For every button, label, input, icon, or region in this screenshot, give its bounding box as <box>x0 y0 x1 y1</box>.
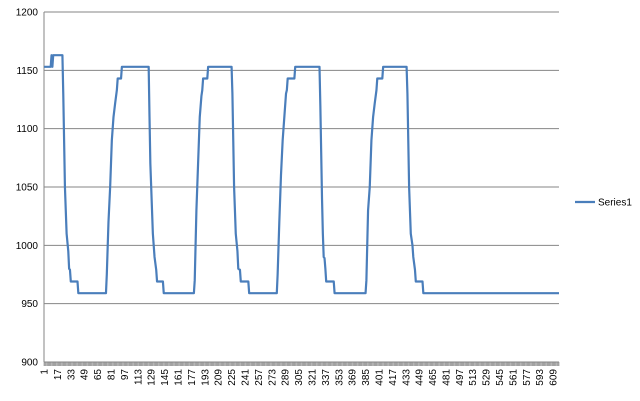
x-tick-label-353: 353 <box>334 369 345 386</box>
x-tick-label-17: 17 <box>53 369 64 381</box>
gridlines <box>44 11 559 305</box>
x-tick-label-273: 273 <box>267 369 278 386</box>
y-tick-label-1150: 1150 <box>16 66 38 77</box>
x-tick-label-449: 449 <box>415 369 426 386</box>
x-tick-label-1: 1 <box>40 369 51 375</box>
x-tick-label-433: 433 <box>401 369 412 386</box>
x-tick-label-609: 609 <box>549 369 560 386</box>
x-tick-label-481: 481 <box>441 369 452 386</box>
x-tick-label-81: 81 <box>106 369 117 381</box>
x-tick-label-561: 561 <box>508 369 519 386</box>
x-tick-label-113: 113 <box>133 369 144 385</box>
series-layer <box>44 54 559 295</box>
x-tick-label-465: 465 <box>428 369 439 386</box>
x-tick-label-193: 193 <box>200 369 211 386</box>
x-tick-label-497: 497 <box>455 369 466 386</box>
series-line-1 <box>44 54 559 295</box>
x-tick-label-369: 369 <box>348 369 359 386</box>
y-tick-label-950: 950 <box>21 299 38 310</box>
x-tick-marks <box>43 362 560 366</box>
x-tick-label-513: 513 <box>468 369 479 386</box>
x-tick-label-129: 129 <box>147 369 158 386</box>
x-tick-label-305: 305 <box>294 369 305 386</box>
x-tick-label-49: 49 <box>80 369 91 381</box>
x-tick-label-593: 593 <box>535 369 546 386</box>
x-tick-label-401: 401 <box>374 369 385 386</box>
x-tick-label-417: 417 <box>388 369 399 386</box>
x-tick-label-385: 385 <box>361 369 372 386</box>
x-tick-label-241: 241 <box>240 369 251 386</box>
legend-label-1: Series1 <box>598 198 632 209</box>
x-tick-label-545: 545 <box>495 369 506 386</box>
x-tick-label-177: 177 <box>187 369 198 386</box>
x-tick-label-337: 337 <box>321 369 332 386</box>
y-tick-label-1000: 1000 <box>16 241 39 252</box>
x-tick-label-529: 529 <box>482 369 493 386</box>
legend: Series1 <box>575 198 632 209</box>
x-tick-label-321: 321 <box>307 369 318 386</box>
x-tick-label-97: 97 <box>120 369 131 381</box>
y-tick-label-1200: 1200 <box>16 8 39 19</box>
x-tick-label-257: 257 <box>254 369 265 386</box>
y-tick-label-900: 900 <box>21 358 38 369</box>
x-tick-label-209: 209 <box>214 369 225 386</box>
x-tick-label-225: 225 <box>227 369 238 386</box>
x-tick-label-289: 289 <box>281 369 292 386</box>
x-tick-label-33: 33 <box>66 369 77 381</box>
x-tick-label-161: 161 <box>173 369 184 386</box>
x-tick-label-577: 577 <box>522 369 533 386</box>
x-tick-label-145: 145 <box>160 369 171 386</box>
y-tick-label-1100: 1100 <box>16 124 38 135</box>
x-tick-label-65: 65 <box>93 369 104 381</box>
y-tick-label-1050: 1050 <box>16 183 39 194</box>
